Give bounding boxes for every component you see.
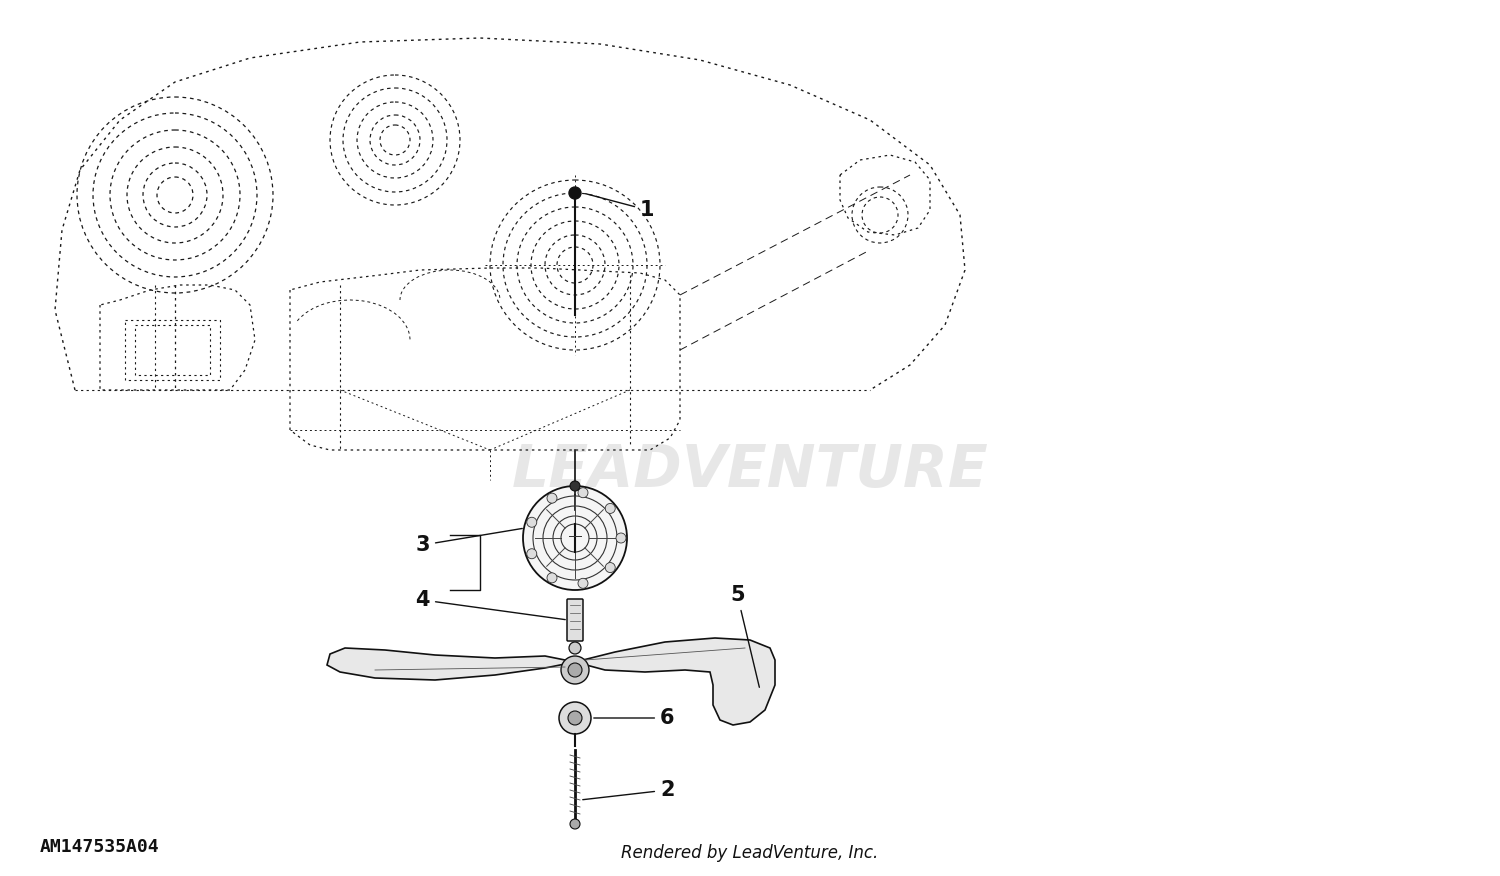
Circle shape (568, 642, 580, 654)
Polygon shape (574, 638, 776, 725)
Circle shape (578, 488, 588, 498)
Circle shape (526, 548, 537, 559)
Circle shape (578, 578, 588, 589)
Circle shape (548, 493, 556, 503)
Circle shape (570, 481, 580, 491)
Circle shape (568, 663, 582, 677)
Circle shape (526, 517, 537, 527)
Circle shape (616, 533, 626, 543)
Text: 6: 6 (594, 708, 675, 728)
Text: AM147535A04: AM147535A04 (40, 838, 159, 856)
Circle shape (560, 702, 591, 734)
Circle shape (568, 711, 582, 725)
Circle shape (604, 562, 615, 573)
Circle shape (524, 486, 627, 590)
Circle shape (568, 187, 580, 199)
Circle shape (548, 573, 556, 583)
Circle shape (570, 819, 580, 829)
FancyBboxPatch shape (567, 599, 584, 641)
Text: 1: 1 (585, 194, 654, 220)
Circle shape (604, 504, 615, 513)
Polygon shape (327, 648, 574, 680)
Text: 3: 3 (416, 528, 522, 555)
Text: LEADVENTURE: LEADVENTURE (512, 442, 988, 498)
Text: 2: 2 (584, 780, 675, 800)
Text: 4: 4 (416, 590, 566, 619)
Text: 5: 5 (730, 585, 759, 688)
Circle shape (561, 656, 590, 684)
Text: Rendered by LeadVenture, Inc.: Rendered by LeadVenture, Inc. (621, 844, 879, 862)
